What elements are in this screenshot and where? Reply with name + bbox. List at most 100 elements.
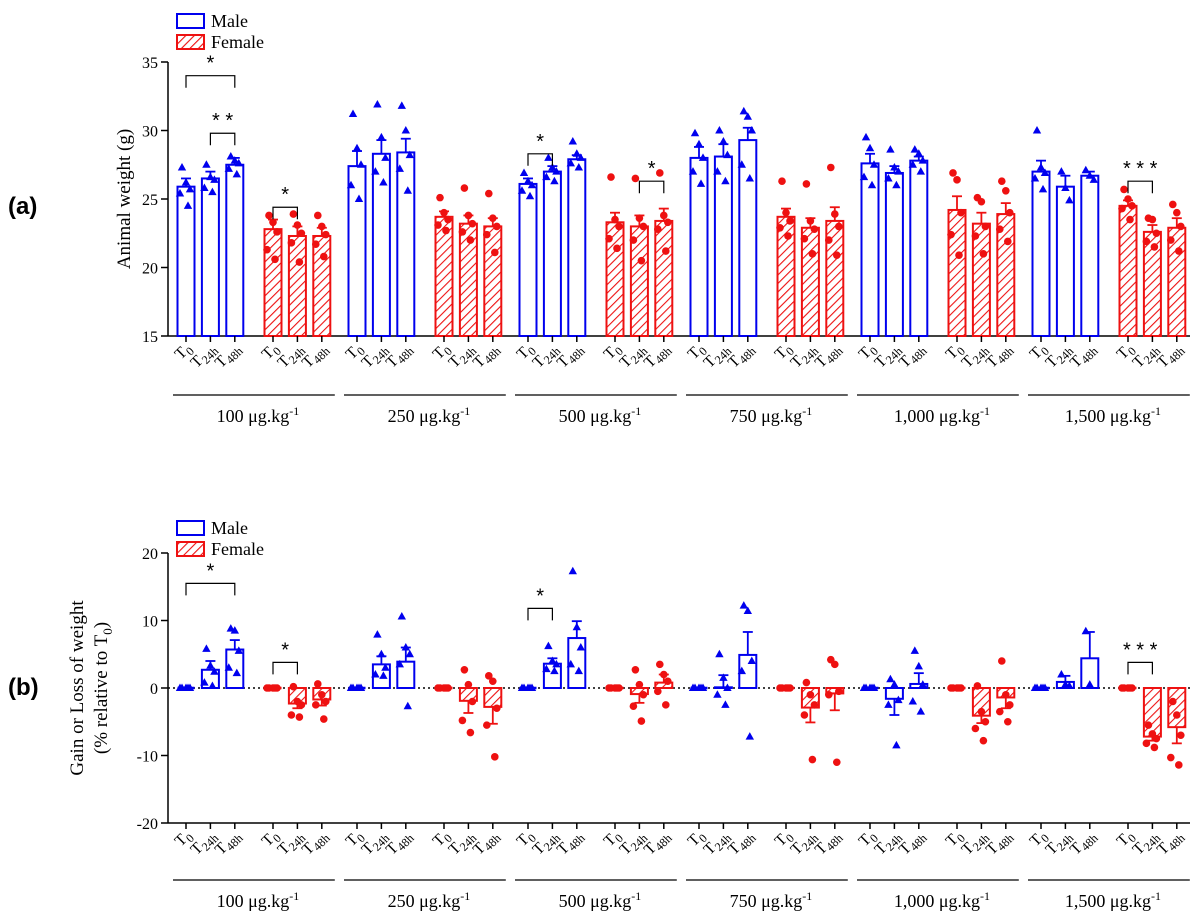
data-point-female: [314, 680, 322, 688]
dose-label-text: 100 μg.kg: [217, 406, 290, 426]
data-point-female: [483, 721, 491, 729]
data-point-female: [786, 217, 794, 225]
significance-bracket: [209, 132, 236, 146]
dose-label-4: 1,000 μg.kg-1: [894, 404, 990, 426]
bar-male-g4-t0: [860, 162, 880, 337]
data-point-male: [910, 145, 919, 153]
bar-female-g1-t2: [483, 687, 503, 708]
data-point-female: [287, 711, 296, 719]
data-point-female: [483, 230, 491, 239]
data-point-male: [719, 673, 728, 681]
dose-label-1: 250 μg.kg-1: [388, 404, 471, 426]
data-point-female: [466, 728, 475, 737]
data-point-female: [444, 215, 452, 224]
data-point-male: [892, 180, 901, 189]
data-point-male: [517, 186, 527, 194]
data-point-male: [859, 683, 869, 691]
data-point-male: [690, 128, 700, 137]
data-point-female: [318, 690, 326, 699]
dose-label-text: 1,000 μg.kg: [894, 891, 980, 911]
data-point-male: [226, 152, 235, 160]
data-point-female: [631, 174, 640, 183]
bar-female-g5-t1: [1142, 687, 1162, 738]
x-tick-label-T48h: T48h: [1067, 340, 1101, 374]
x-tick-label-T48h: T48h: [299, 340, 333, 374]
data-point-female: [1169, 697, 1177, 706]
data-point-female: [293, 221, 302, 229]
data-point-female: [778, 177, 786, 185]
bar-female-g5-t2: [1167, 687, 1187, 729]
y-tick-label: 10: [142, 614, 158, 631]
data-point-male: [401, 126, 410, 134]
data-point-female: [485, 672, 493, 680]
data-point-male: [232, 668, 241, 677]
data-point-female: [460, 184, 469, 192]
data-point-female: [810, 225, 819, 233]
data-point-female: [654, 687, 662, 696]
data-point-female: [271, 255, 279, 264]
data-point-male: [210, 667, 219, 675]
data-point-male: [1081, 165, 1090, 174]
data-point-female: [981, 717, 990, 726]
data-point-female: [1126, 215, 1134, 224]
data-point-male: [723, 683, 732, 691]
data-point-male: [916, 707, 925, 715]
data-point-male: [914, 149, 923, 157]
dose-label-0: 100 μg.kg-1: [217, 889, 300, 911]
bar-male-g0-t1: [200, 177, 220, 337]
data-point-male: [688, 683, 698, 691]
x-tick-label-T48h: T48h: [896, 340, 930, 374]
data-point-female: [654, 225, 662, 233]
data-point-female: [1006, 208, 1014, 217]
data-point-male: [918, 680, 927, 688]
data-point-female: [1004, 717, 1012, 726]
data-point-male: [713, 690, 722, 698]
data-point-male: [354, 683, 364, 691]
data-point-female: [635, 680, 644, 689]
y-axis-title-text: Animal weight (g): [114, 129, 135, 269]
data-point-male: [721, 176, 730, 185]
data-point-male: [572, 149, 581, 157]
data-point-female: [613, 684, 621, 692]
dose-label-superscript: -1: [980, 889, 990, 903]
y-axis-title-line1: Gain or Loss of weight: [67, 600, 88, 776]
data-point-male: [696, 683, 706, 691]
significance-label: *: [207, 53, 215, 75]
data-point-male: [185, 184, 195, 193]
data-point-female: [784, 684, 792, 692]
dose-label-superscript: -1: [289, 404, 299, 418]
data-point-male: [1057, 670, 1066, 678]
data-point-male: [206, 661, 215, 669]
data-point-male: [574, 162, 583, 171]
data-point-female: [637, 256, 646, 265]
data-point-female: [947, 230, 955, 239]
significance-bracket: [527, 153, 553, 166]
data-point-female: [314, 211, 322, 220]
data-point-female: [953, 176, 961, 184]
data-point-male: [747, 656, 756, 664]
data-point-female: [1177, 222, 1185, 231]
data-point-male: [908, 697, 917, 705]
data-point-male: [401, 643, 410, 651]
bar-female-g5-t0: [1118, 204, 1138, 337]
data-point-female: [629, 236, 638, 244]
dose-label-text: 750 μg.kg: [730, 406, 803, 426]
legend-swatch-male: [176, 520, 205, 536]
data-point-female: [1148, 215, 1157, 224]
data-point-female: [1152, 229, 1161, 238]
data-point-female: [998, 657, 1006, 665]
data-point-female: [320, 715, 328, 723]
significance-bracket: [527, 607, 553, 621]
data-point-female: [1118, 204, 1126, 213]
x-tick-label-T48h: T48h: [1154, 827, 1188, 861]
data-point-female: [629, 702, 638, 711]
data-point-male: [1038, 683, 1048, 691]
dose-label-text: 750 μg.kg: [730, 891, 803, 911]
data-point-male: [694, 139, 704, 148]
data-point-female: [979, 250, 988, 258]
significance-label: * * *: [1123, 158, 1158, 180]
x-tick-label-T48h: T48h: [641, 827, 675, 861]
significance-label: *: [207, 560, 215, 582]
data-point-male: [224, 164, 233, 172]
legend-label-male: Male: [211, 11, 248, 31]
